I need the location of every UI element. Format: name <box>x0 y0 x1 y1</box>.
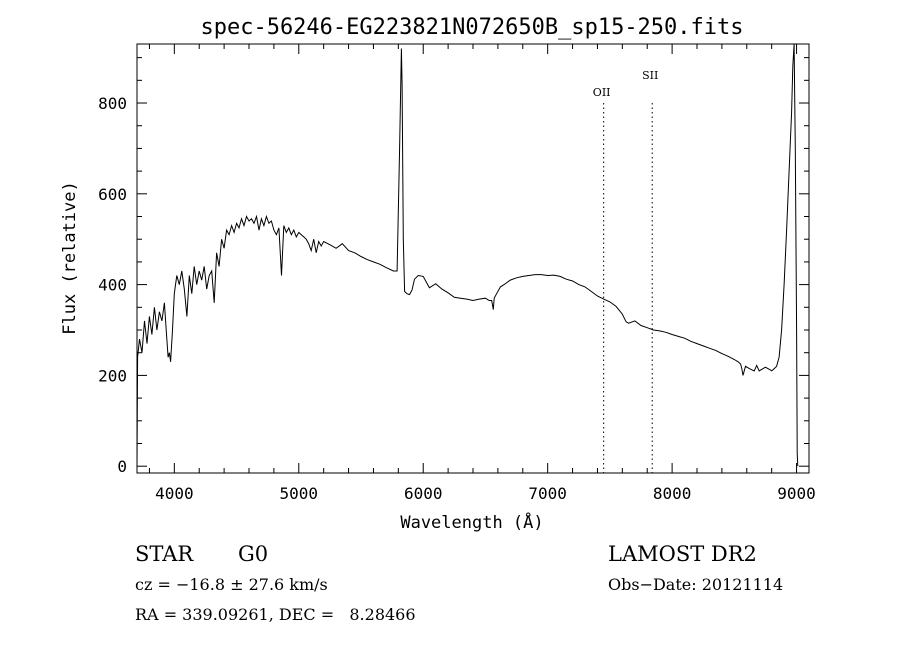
y-tick-label: 800 <box>98 94 127 113</box>
object-class: STAR <box>135 542 194 566</box>
spectrum-series-line <box>136 43 799 467</box>
coordinates: RA = 339.09261, DEC = 8.28466 <box>135 605 416 624</box>
x-axis-ticks: 4000 5000 6000 7000 8000 9000 <box>148 44 816 503</box>
x-axis-label: Wavelength (Å) <box>400 511 543 533</box>
observation-date: Obs−Date: 20121114 <box>608 575 784 594</box>
chart-title: spec-56246-EG223821N072650B_sp15-250.fit… <box>200 15 743 40</box>
y-axis-ticks: 0 200 400 600 800 <box>98 57 809 476</box>
annotation-label: OII <box>593 86 611 99</box>
line-annotations: OII SII <box>593 69 658 473</box>
plot-frame <box>136 43 810 474</box>
object-subclass: G0 <box>238 542 269 566</box>
y-tick-label: 200 <box>98 366 127 385</box>
x-tick-label: 6000 <box>404 484 443 503</box>
annotation-label: SII <box>642 69 658 82</box>
x-tick-label: 5000 <box>280 484 319 503</box>
x-tick-label: 4000 <box>155 484 194 503</box>
y-tick-label: 400 <box>98 276 127 295</box>
survey-label: LAMOST DR2 <box>608 542 757 566</box>
y-axis-label: Flux (relative) <box>60 181 80 335</box>
y-tick-label: 600 <box>98 185 127 204</box>
redshift-velocity: cz = −16.8 ± 27.6 km/s <box>135 575 328 594</box>
x-tick-label: 8000 <box>653 484 692 503</box>
x-tick-label: 7000 <box>528 484 567 503</box>
x-tick-label: 9000 <box>777 484 816 503</box>
y-tick-label: 0 <box>117 457 127 476</box>
